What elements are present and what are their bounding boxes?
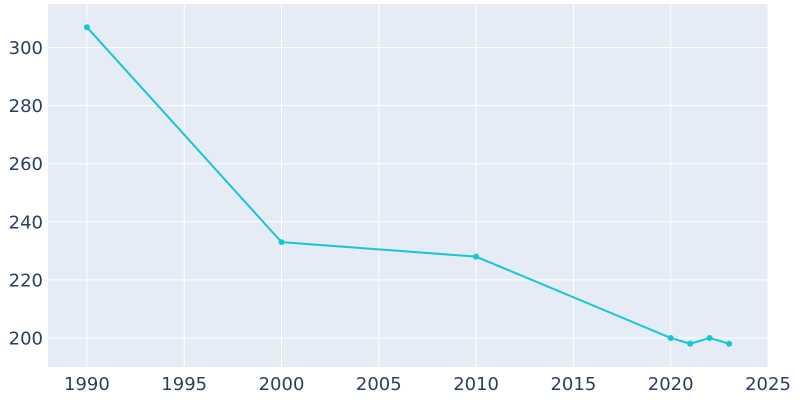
x-tick-label: 2025 xyxy=(745,374,791,395)
plot-area xyxy=(48,4,768,367)
data-point xyxy=(278,239,285,246)
data-point xyxy=(473,253,480,260)
x-tick-label: 2020 xyxy=(648,374,694,395)
y-tick-label: 200 xyxy=(9,328,43,349)
data-point xyxy=(83,24,90,31)
y-tick-label: 300 xyxy=(9,38,43,59)
data-point xyxy=(726,340,733,347)
series-group xyxy=(83,24,733,347)
x-tick-label: 2005 xyxy=(356,374,402,395)
x-tick-label: 2010 xyxy=(453,374,499,395)
x-gridlines xyxy=(86,4,769,367)
y-tick-label: 280 xyxy=(9,96,43,117)
data-point xyxy=(706,334,713,341)
x-tick-label: 1995 xyxy=(161,374,207,395)
x-axis-tick-labels: 1990 1995 2000 2005 2010 2015 2020 2025 xyxy=(64,374,791,395)
data-point xyxy=(667,334,674,341)
y-tick-label: 220 xyxy=(9,270,43,291)
x-tick-label: 1990 xyxy=(64,374,110,395)
data-point xyxy=(687,340,694,347)
y-tick-label: 260 xyxy=(9,154,43,175)
y-axis-tick-labels: 200 220 240 260 280 300 xyxy=(9,38,43,349)
x-tick-label: 2000 xyxy=(259,374,305,395)
x-tick-label: 2015 xyxy=(550,374,596,395)
y-gridlines xyxy=(48,47,768,339)
y-tick-label: 240 xyxy=(9,212,43,233)
